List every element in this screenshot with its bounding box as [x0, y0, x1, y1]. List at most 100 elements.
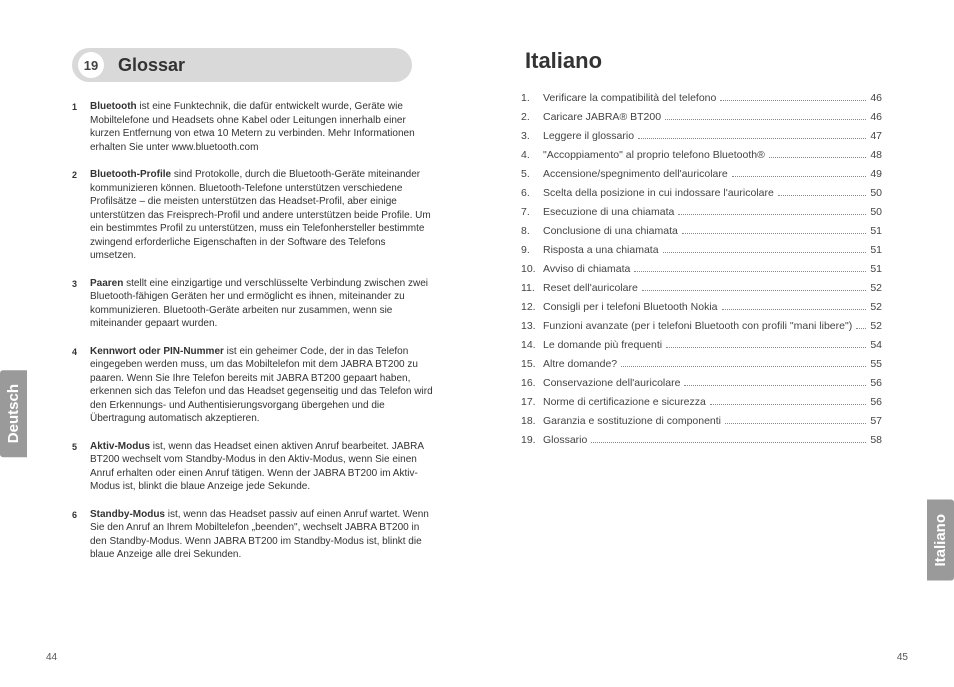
glossary-item-text: sind Protokolle, durch die Bluetooth-Ger…: [90, 169, 431, 261]
toc-item-page: 48: [870, 149, 882, 161]
toc-item: 8.Conclusione di una chiamata51: [521, 225, 882, 237]
toc-list: 1.Verificare la compatibilità del telefo…: [521, 92, 882, 446]
toc-item-page: 57: [870, 415, 882, 427]
toc-item-label: Garanzia e sostituzione di componenti: [543, 415, 721, 427]
toc-item-label: Accensione/spegnimento dell'auricolare: [543, 168, 728, 180]
toc-item-label: Caricare JABRA® BT200: [543, 111, 661, 123]
toc-item-label: Reset dell'auricolare: [543, 282, 638, 294]
toc-item-label: Funzioni avanzate (per i telefoni Blueto…: [543, 320, 852, 332]
toc-item: 13.Funzioni avanzate (per i telefoni Blu…: [521, 320, 882, 332]
toc-item-page: 51: [870, 244, 882, 256]
toc-item-page: 46: [870, 111, 882, 123]
toc-dots: [621, 366, 866, 367]
toc-dots: [663, 252, 867, 253]
toc-item-label: Glossario: [543, 434, 587, 446]
toc-dots: [778, 195, 867, 196]
glossary-item-number: 2: [72, 168, 90, 263]
toc-item-page: 52: [870, 282, 882, 294]
toc-item-number: 18.: [521, 415, 543, 427]
toc-item-number: 19.: [521, 434, 543, 446]
toc-item: 3.Leggere il glossario47: [521, 130, 882, 142]
toc-item-number: 2.: [521, 111, 543, 123]
glossary-item-term: Standby-Modus: [90, 509, 165, 520]
glossary-item-body: Bluetooth ist eine Funktechnik, die dafü…: [90, 100, 433, 154]
toc-item: 1.Verificare la compatibilità del telefo…: [521, 92, 882, 104]
glossary-item-body: Standby-Modus ist, wenn das Headset pass…: [90, 508, 433, 562]
toc-item-label: Avviso di chiamata: [543, 263, 630, 275]
toc-item-label: Norme di certificazione e sicurezza: [543, 396, 706, 408]
toc-item-label: Le domande più frequenti: [543, 339, 662, 351]
toc-item-page: 50: [870, 187, 882, 199]
toc-item-number: 1.: [521, 92, 543, 104]
toc-item-number: 8.: [521, 225, 543, 237]
toc-item-label: Risposta a una chiamata: [543, 244, 659, 256]
toc-item-page: 52: [870, 320, 882, 332]
toc-item-page: 49: [870, 168, 882, 180]
toc-item: 9.Risposta a una chiamata 51: [521, 244, 882, 256]
language-title: Italiano: [521, 48, 882, 74]
toc-item-number: 7.: [521, 206, 543, 218]
toc-dots: [720, 100, 866, 101]
glossary-item-body: Kennwort oder PIN-Nummer ist ein geheime…: [90, 345, 433, 426]
toc-dots: [678, 214, 866, 215]
toc-dots: [634, 271, 866, 272]
glossary-item-body: Paaren stellt eine einzigartige und vers…: [90, 277, 433, 331]
toc-item-number: 9.: [521, 244, 543, 256]
toc-dots: [682, 233, 866, 234]
toc-item-number: 5.: [521, 168, 543, 180]
toc-item-page: 51: [870, 225, 882, 237]
toc-item: 4."Accoppiamento" al proprio telefono Bl…: [521, 149, 882, 161]
page-number: 45: [897, 652, 908, 663]
toc-item-number: 4.: [521, 149, 543, 161]
language-tab-deutsch: Deutsch: [0, 370, 27, 457]
toc-dots: [665, 119, 866, 120]
glossary-item: 6Standby-Modus ist, wenn das Headset pas…: [72, 508, 433, 562]
toc-dots: [591, 442, 866, 443]
toc-dots: [722, 309, 867, 310]
toc-item-label: Esecuzione di una chiamata: [543, 206, 674, 218]
toc-item-page: 50: [870, 206, 882, 218]
toc-item-number: 17.: [521, 396, 543, 408]
toc-item-page: 46: [870, 92, 882, 104]
toc-item-number: 15.: [521, 358, 543, 370]
toc-item: 16.Conservazione dell'auricolare56: [521, 377, 882, 389]
glossary-item-number: 4: [72, 345, 90, 426]
toc-dots: [725, 423, 866, 424]
toc-item-number: 16.: [521, 377, 543, 389]
toc-item-number: 6.: [521, 187, 543, 199]
glossary-item-number: 5: [72, 440, 90, 494]
language-tab-italiano: Italiano: [927, 500, 954, 581]
toc-item-page: 58: [870, 434, 882, 446]
toc-dots: [642, 290, 867, 291]
glossary-item-term: Paaren: [90, 278, 123, 289]
toc-dots: [638, 138, 866, 139]
toc-item: 14.Le domande più frequenti54: [521, 339, 882, 351]
toc-item-label: Leggere il glossario: [543, 130, 634, 142]
toc-item-label: Conservazione dell'auricolare: [543, 377, 680, 389]
toc-item-page: 51: [870, 263, 882, 275]
glossary-item-number: 6: [72, 508, 90, 562]
toc-item: 17.Norme di certificazione e sicurezza56: [521, 396, 882, 408]
glossary-list: 1Bluetooth ist eine Funktechnik, die daf…: [72, 100, 433, 562]
glossary-item: 2Bluetooth-Profile sind Protokolle, durc…: [72, 168, 433, 263]
glossary-item-text: ist eine Funktechnik, die dafür entwicke…: [90, 101, 415, 153]
toc-dots: [732, 176, 867, 177]
toc-item-label: Verificare la compatibilità del telefono: [543, 92, 716, 104]
toc-item-page: 54: [870, 339, 882, 351]
toc-item-page: 52: [870, 301, 882, 313]
glossary-item-number: 3: [72, 277, 90, 331]
glossary-item-body: Bluetooth-Profile sind Protokolle, durch…: [90, 168, 433, 263]
toc-item-page: 55: [870, 358, 882, 370]
toc-item-number: 12.: [521, 301, 543, 313]
toc-item: 5.Accensione/spegnimento dell'auricolare…: [521, 168, 882, 180]
glossary-item: 4Kennwort oder PIN-Nummer ist ein geheim…: [72, 345, 433, 426]
glossary-item: 1Bluetooth ist eine Funktechnik, die daf…: [72, 100, 433, 154]
toc-item: 15.Altre domande?55: [521, 358, 882, 370]
glossary-item-number: 1: [72, 100, 90, 154]
toc-item-number: 13.: [521, 320, 543, 332]
toc-item: 7.Esecuzione di una chiamata 50: [521, 206, 882, 218]
glossary-item-body: Aktiv-Modus ist, wenn das Headset einen …: [90, 440, 433, 494]
glossary-item-term: Aktiv-Modus: [90, 441, 150, 452]
toc-dots: [710, 404, 867, 405]
glossary-item-term: Bluetooth: [90, 101, 137, 112]
